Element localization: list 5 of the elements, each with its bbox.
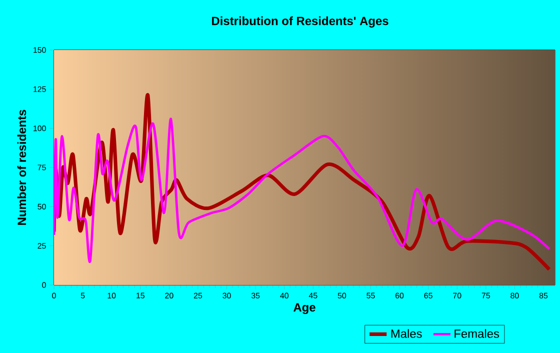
chart-title: Distribution of Residents' Ages (212, 16, 388, 28)
legend-label: Males (391, 329, 422, 338)
x-axis-title: Age (294, 303, 316, 314)
legend-label: Females (454, 329, 500, 338)
y-axis-title: Number of residents (17, 110, 26, 225)
